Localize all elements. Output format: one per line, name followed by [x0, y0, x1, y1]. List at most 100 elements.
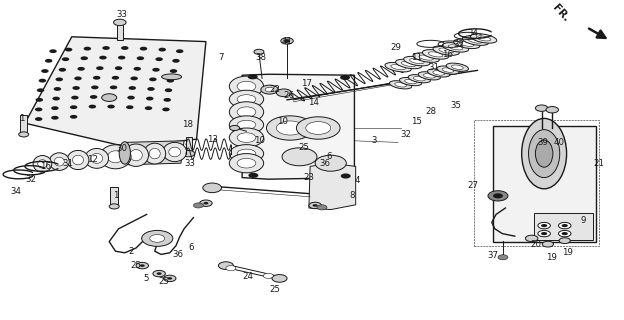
Text: 25: 25: [130, 261, 142, 270]
Text: 10: 10: [276, 117, 288, 126]
Circle shape: [52, 97, 60, 100]
Text: 35: 35: [450, 101, 461, 110]
Bar: [117, 24, 123, 40]
Circle shape: [541, 224, 547, 227]
Text: 27: 27: [467, 181, 479, 190]
Text: 18: 18: [182, 120, 193, 129]
Circle shape: [172, 59, 180, 63]
Text: 32: 32: [26, 175, 37, 184]
Ellipse shape: [237, 133, 256, 142]
Text: 34: 34: [10, 188, 21, 196]
Ellipse shape: [433, 71, 444, 75]
Circle shape: [309, 202, 321, 209]
Text: 41: 41: [281, 37, 293, 46]
Text: 17: 17: [301, 79, 313, 88]
Circle shape: [559, 238, 570, 244]
Circle shape: [285, 40, 290, 42]
Circle shape: [109, 95, 116, 99]
Circle shape: [70, 105, 77, 109]
Ellipse shape: [433, 46, 459, 55]
Ellipse shape: [428, 52, 443, 57]
Text: 25: 25: [298, 143, 310, 152]
Ellipse shape: [399, 77, 422, 86]
Circle shape: [147, 87, 155, 91]
Ellipse shape: [522, 118, 567, 189]
Text: 25: 25: [158, 277, 170, 286]
Text: 36: 36: [172, 250, 183, 259]
Circle shape: [114, 19, 126, 26]
Text: 9: 9: [581, 216, 586, 225]
Text: 12: 12: [87, 156, 98, 164]
Ellipse shape: [454, 39, 480, 49]
Ellipse shape: [230, 145, 264, 163]
Ellipse shape: [395, 83, 406, 87]
Circle shape: [41, 69, 49, 73]
Circle shape: [266, 116, 314, 140]
Polygon shape: [309, 163, 356, 210]
Circle shape: [45, 59, 52, 63]
Circle shape: [56, 77, 63, 81]
Ellipse shape: [459, 41, 474, 46]
Ellipse shape: [49, 153, 69, 170]
Ellipse shape: [85, 148, 109, 168]
Text: 31: 31: [62, 159, 73, 168]
Circle shape: [542, 241, 553, 247]
Circle shape: [193, 203, 203, 208]
Ellipse shape: [396, 59, 422, 69]
Ellipse shape: [237, 149, 256, 158]
Circle shape: [72, 86, 80, 90]
Text: 32: 32: [453, 40, 464, 49]
Circle shape: [137, 56, 144, 60]
Circle shape: [488, 191, 508, 201]
Text: 15: 15: [411, 117, 422, 126]
Circle shape: [121, 46, 129, 50]
Ellipse shape: [442, 68, 454, 72]
Text: 19: 19: [545, 253, 557, 262]
Ellipse shape: [470, 34, 497, 43]
Circle shape: [80, 56, 88, 60]
Bar: [186, 137, 192, 151]
Ellipse shape: [230, 76, 264, 97]
Circle shape: [341, 173, 351, 179]
Text: 33: 33: [116, 10, 127, 19]
Text: 11: 11: [411, 53, 422, 62]
Circle shape: [140, 47, 147, 51]
Text: 22: 22: [269, 85, 280, 94]
Circle shape: [218, 262, 233, 269]
Circle shape: [146, 97, 154, 100]
Ellipse shape: [424, 74, 435, 78]
Ellipse shape: [168, 147, 181, 157]
Ellipse shape: [405, 79, 416, 84]
Ellipse shape: [107, 151, 123, 163]
Circle shape: [70, 115, 77, 119]
Ellipse shape: [439, 48, 454, 53]
Ellipse shape: [418, 72, 441, 80]
Circle shape: [265, 87, 274, 92]
Ellipse shape: [462, 36, 489, 45]
Circle shape: [203, 183, 222, 193]
Text: 19: 19: [562, 248, 573, 257]
Circle shape: [340, 75, 350, 80]
Text: 34: 34: [467, 29, 479, 38]
Circle shape: [525, 235, 538, 242]
Bar: [110, 187, 118, 206]
Circle shape: [226, 266, 236, 271]
Circle shape: [167, 277, 172, 280]
Circle shape: [176, 49, 183, 53]
Ellipse shape: [230, 90, 264, 108]
Circle shape: [91, 85, 99, 89]
Bar: [474, 120, 599, 246]
Circle shape: [35, 108, 42, 111]
Text: 23: 23: [303, 173, 314, 182]
Circle shape: [129, 86, 136, 90]
Circle shape: [149, 77, 157, 81]
Circle shape: [538, 222, 550, 229]
Text: 28: 28: [425, 108, 436, 116]
Ellipse shape: [162, 74, 182, 80]
Ellipse shape: [389, 81, 412, 89]
Text: 29: 29: [391, 44, 402, 52]
Circle shape: [248, 173, 258, 178]
Text: 10: 10: [254, 136, 265, 145]
Ellipse shape: [404, 56, 430, 66]
Ellipse shape: [442, 43, 469, 52]
